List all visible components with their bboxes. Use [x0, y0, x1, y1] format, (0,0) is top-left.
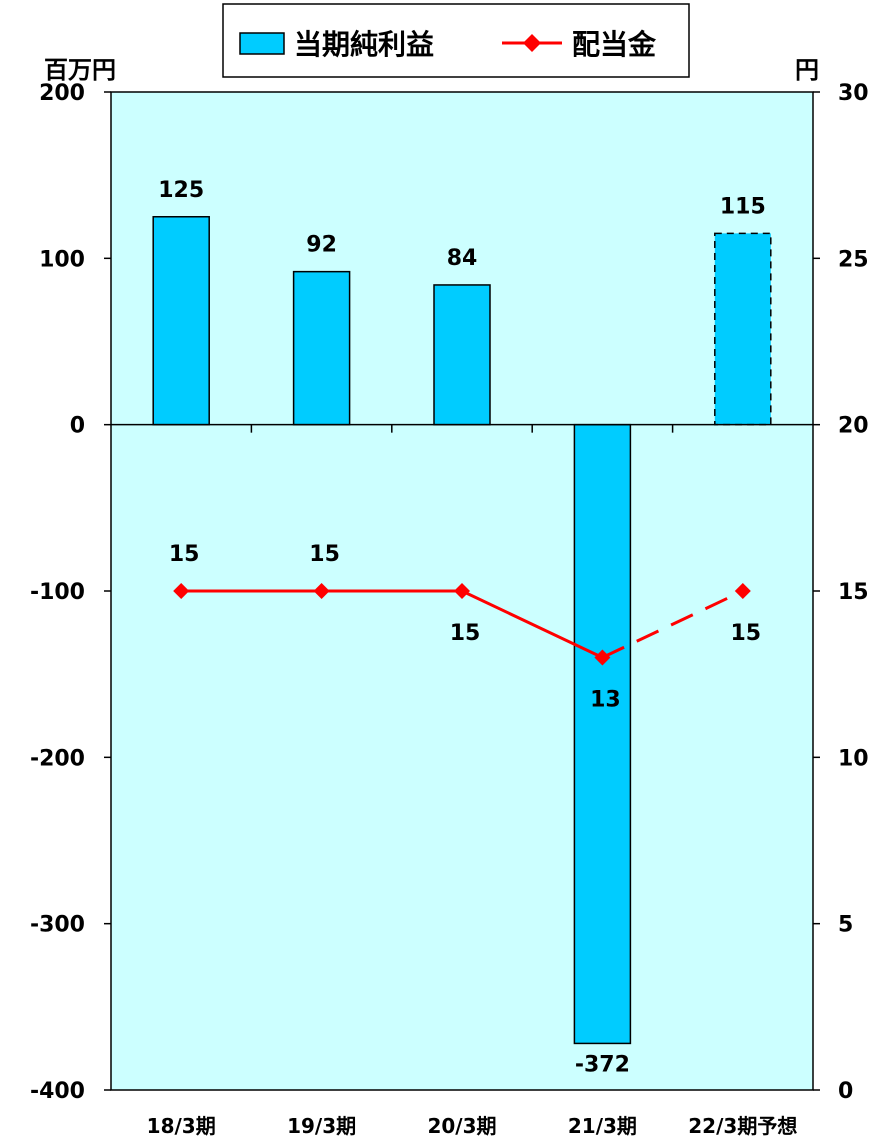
data-labels: 125 92 84 -372 115 15 15 15 13 15	[158, 178, 766, 1078]
left-tick-label-7: -400	[30, 1079, 85, 1104]
bar-4	[573, 423, 632, 1045]
dividend-value-label-3: 15	[450, 621, 481, 646]
dividend-marker-5	[734, 583, 751, 599]
bar-value-label-4: -372	[575, 1052, 630, 1077]
right-tick-label-7: 0	[838, 1079, 853, 1104]
category-label-4: 21/3期	[568, 1114, 637, 1138]
dividend-marker-3	[454, 583, 470, 599]
left-axis-unit: 百万円	[44, 56, 116, 84]
bar-3	[433, 284, 491, 426]
bar-1	[152, 216, 210, 426]
left-tick-label-2: 100	[39, 247, 85, 272]
dividend-marker-2	[313, 583, 330, 599]
right-axis-unit: 円	[795, 56, 819, 84]
bar-value-label-3: 84	[447, 246, 478, 271]
left-tick-label-3: 0	[70, 414, 85, 439]
dividend-marker-1	[173, 583, 190, 599]
dividend-value-label-5: 15	[730, 621, 761, 646]
category-label-5: 22/3期予想	[688, 1114, 797, 1138]
right-tick-label-2: 25	[838, 247, 869, 272]
dividend-value-label-4: 13	[590, 688, 621, 713]
right-tick-label-4: 15	[838, 580, 869, 605]
right-tick-label-3: 20	[838, 414, 869, 439]
legend-line-marker	[523, 34, 541, 52]
left-tick-label-4: -100	[30, 580, 85, 605]
category-label-1: 18/3期	[147, 1114, 216, 1138]
line-series	[173, 583, 751, 666]
left-tick-label-5: -200	[30, 746, 85, 771]
left-tick-label-6: -300	[30, 913, 85, 938]
bar-2	[292, 270, 351, 426]
bar-value-label-5: 115	[720, 194, 766, 219]
category-label-2: 19/3期	[287, 1114, 356, 1138]
dividend-value-label-1: 15	[169, 542, 200, 567]
right-tick-label-6: 5	[838, 913, 853, 938]
dividend-segment-3	[461, 589, 604, 659]
category-label-3: 20/3期	[427, 1114, 496, 1138]
left-axis: 200 100 0 -100 -200 -300 -400	[30, 81, 111, 1104]
x-axis: 18/3期 19/3期 20/3期 21/3期 22/3期予想	[147, 424, 797, 1138]
bar-value-label-2: 92	[306, 233, 337, 258]
legend-bar-label: 当期純利益	[294, 28, 434, 61]
right-axis: 30 25 20 15 10 5 0	[813, 81, 869, 1104]
dividend-value-label-2: 15	[309, 542, 340, 567]
right-tick-label-1: 30	[838, 81, 869, 106]
legend-line-label: 配当金	[572, 28, 657, 61]
bar-value-label-1: 125	[158, 178, 204, 203]
right-tick-label-5: 10	[838, 746, 869, 771]
dividend-segment-4	[601, 589, 744, 659]
dividend-marker-4	[594, 649, 611, 666]
bar-5	[714, 232, 772, 426]
left-tick-label-1: 200	[39, 81, 85, 106]
legend: 当期純利益 配当金	[222, 3, 690, 78]
legend-box	[222, 3, 690, 78]
bar-series	[152, 216, 772, 1045]
legend-bar-swatch	[239, 32, 285, 55]
